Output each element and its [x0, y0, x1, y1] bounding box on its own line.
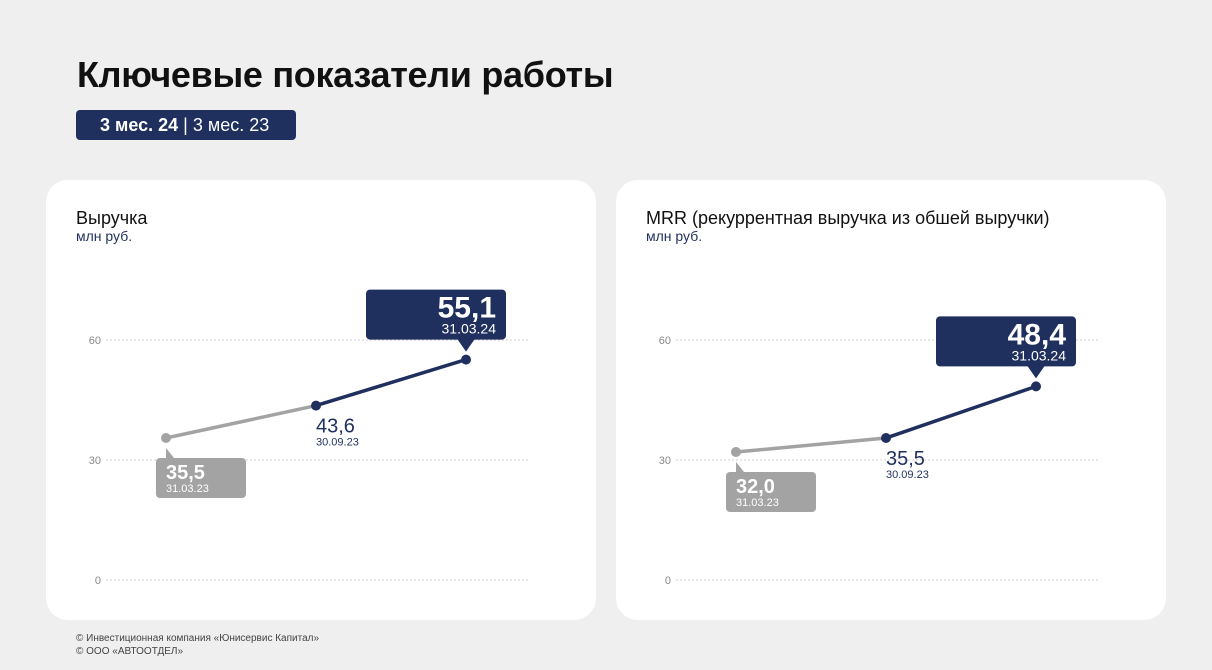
revenue-chart-unit: млн руб. [76, 228, 133, 244]
period-current: 3 мес. 24 [100, 115, 179, 135]
data-point [1031, 381, 1041, 392]
y-tick-label: 30 [89, 455, 101, 467]
data-label-value: 32,0 [736, 476, 775, 498]
revenue-card: Выручка млн руб. 0 30 60 35,5 31.03.23 43,6 30… [46, 180, 596, 620]
data-label-value: 35,5 [166, 462, 205, 484]
mrr-card: MRR (рекуррентная выручка из обшей выруч… [616, 180, 1166, 620]
data-label-date: 30.09.23 [886, 469, 929, 481]
y-tick-label: 60 [89, 335, 101, 347]
data-label-date: 31.03.24 [442, 321, 497, 337]
data-label-date: 31.03.24 [1012, 347, 1067, 363]
callout-pointer [166, 448, 174, 458]
period-badge: 3 мес. 24 | 3 мес. 23 [76, 110, 296, 140]
y-tick-label: 0 [665, 575, 671, 587]
series-line-previous [734, 436, 888, 454]
data-label-value: 55,1 [438, 292, 496, 325]
data-label-date: 30.09.23 [316, 437, 359, 449]
footer-copyright-2: © ООО «АВТООТДЕЛ» [76, 646, 184, 657]
data-label-box [156, 458, 246, 498]
mrr-chart-title: MRR (рекуррентная выручка из обшей выруч… [646, 208, 1050, 228]
revenue-chart: 0 30 60 35,531.03.23 43,630.09.23 55,131.03.2… [89, 289, 528, 587]
data-point [461, 354, 471, 365]
data-label-value: 48,4 [1008, 318, 1067, 351]
callout-pointer [736, 462, 744, 472]
callout-pointer [457, 338, 475, 352]
page-title: Ключевые показатели работы [77, 54, 614, 95]
data-point [881, 433, 891, 443]
y-tick-label: 30 [659, 455, 671, 467]
series-line-current [314, 357, 468, 408]
footer-copyright-1: © Инвестиционная компания «Юнисервис Кап… [76, 633, 320, 644]
period-previous: 3 мес. 23 [192, 115, 270, 135]
data-label-value: 35,5 [886, 448, 925, 470]
mrr-chart-unit: млн руб. [646, 228, 703, 244]
data-point [161, 433, 171, 443]
y-tick-label: 0 [95, 575, 101, 587]
footer: © Инвестиционная компания «Юнисервис Кап… [76, 632, 319, 658]
series-line-current [884, 384, 1038, 440]
data-label-box [726, 472, 816, 512]
data-point [731, 447, 741, 457]
y-tick-label: 60 [659, 335, 671, 347]
data-label-value: 43,6 [316, 416, 355, 438]
series-line-previous [164, 403, 318, 440]
data-point [311, 400, 321, 411]
mrr-chart: 0 30 60 32,031.03.23 35,530.09.23 48,431.03.2… [659, 316, 1098, 587]
data-label-box [366, 289, 506, 340]
period-separator: | [178, 115, 193, 135]
callout-pointer [1027, 365, 1045, 379]
data-label-date: 31.03.23 [166, 483, 209, 495]
data-label-date: 31.03.23 [736, 497, 779, 509]
data-label-box [936, 316, 1076, 367]
revenue-chart-title: Выручка [76, 208, 148, 228]
